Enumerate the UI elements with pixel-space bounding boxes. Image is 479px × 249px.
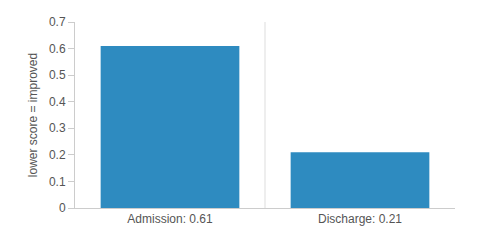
svg-text:0.6: 0.6	[49, 42, 66, 56]
svg-text:lower score = improved: lower score = improved	[26, 53, 40, 177]
svg-text:Discharge: 0.21: Discharge: 0.21	[318, 212, 402, 226]
svg-text:0.1: 0.1	[49, 175, 66, 189]
svg-text:0.2: 0.2	[49, 148, 66, 162]
svg-text:Admission: 0.61: Admission: 0.61	[127, 212, 213, 226]
svg-text:0: 0	[59, 201, 66, 215]
svg-text:0.5: 0.5	[49, 68, 66, 82]
svg-text:0.7: 0.7	[49, 15, 66, 29]
svg-text:0.4: 0.4	[49, 95, 66, 109]
svg-text:0.3: 0.3	[49, 121, 66, 135]
